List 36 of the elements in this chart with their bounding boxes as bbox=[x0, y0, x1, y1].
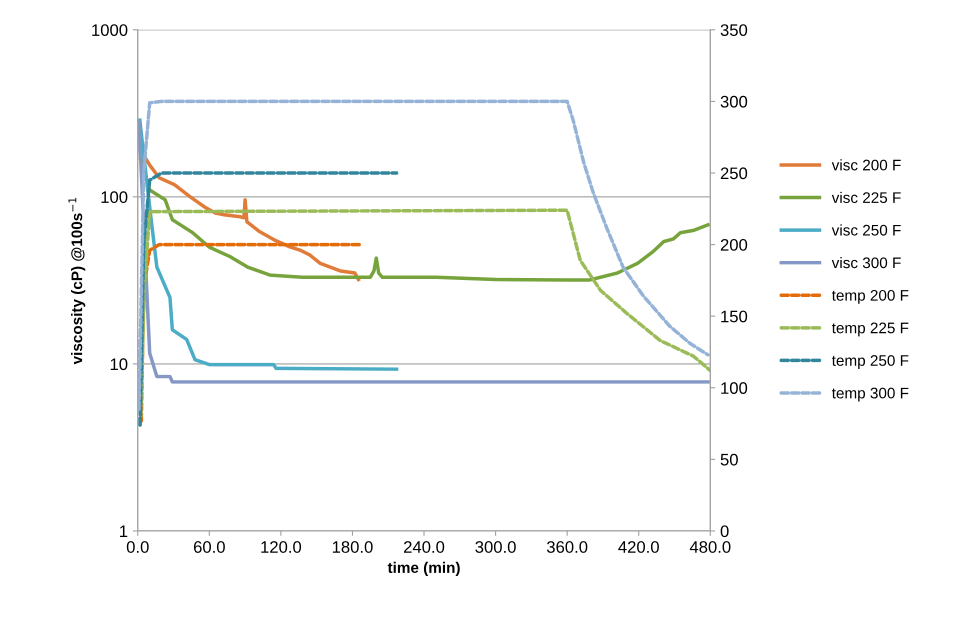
line-series bbox=[140, 242, 362, 422]
legend-label: visc 225 F bbox=[832, 192, 901, 204]
legend-label: visc 250 F bbox=[832, 224, 901, 236]
y2-tick-label: 0 bbox=[720, 525, 729, 538]
y2-tick-label: 50 bbox=[720, 454, 738, 466]
x-axis-title: time (min) bbox=[388, 562, 460, 576]
y2-tick-label: 200 bbox=[720, 238, 748, 251]
y-tick-label: 100 bbox=[102, 191, 128, 204]
line-series bbox=[139, 158, 710, 282]
x-tick-label: 300.0 bbox=[475, 541, 516, 553]
line-series bbox=[138, 100, 710, 411]
y2-tick-label: 350 bbox=[720, 24, 748, 36]
legend-label: temp 225 F bbox=[832, 322, 908, 336]
y-tick-label: 10 bbox=[110, 358, 128, 370]
y2-tick-label: 150 bbox=[721, 310, 748, 322]
y2-tick-label: 250 bbox=[720, 167, 748, 180]
legend-label: temp 250 F bbox=[832, 355, 908, 369]
y-axis-title: viscosity (cP) @100s$^{−1}$ bbox=[68, 198, 86, 364]
x-tick-label: 120.0 bbox=[261, 541, 302, 553]
legend-label: temp 300 F bbox=[832, 388, 908, 402]
x-tick-label: 180.0 bbox=[332, 541, 373, 553]
y2-tick-label: 100 bbox=[721, 382, 748, 394]
y-tick-label: 1000 bbox=[92, 24, 128, 36]
x-tick-label: 420.0 bbox=[618, 541, 659, 553]
x-tick-label: 360.0 bbox=[546, 541, 588, 553]
x-tick-label: 240.0 bbox=[404, 541, 444, 553]
y-tick-label: 1 bbox=[120, 526, 128, 537]
x-tick-label: 0.0 bbox=[126, 541, 149, 553]
y2-tick-label: 300 bbox=[720, 96, 748, 108]
line-series bbox=[138, 171, 398, 427]
line-series bbox=[139, 208, 710, 418]
legend-label: temp 200 F bbox=[832, 290, 908, 304]
x-tick-label: 480.0 bbox=[690, 541, 730, 553]
legend-label: visc 300 F bbox=[832, 256, 901, 268]
x-tick-label: 60.0 bbox=[194, 541, 225, 553]
legend-label: visc 200 F bbox=[832, 159, 901, 170]
